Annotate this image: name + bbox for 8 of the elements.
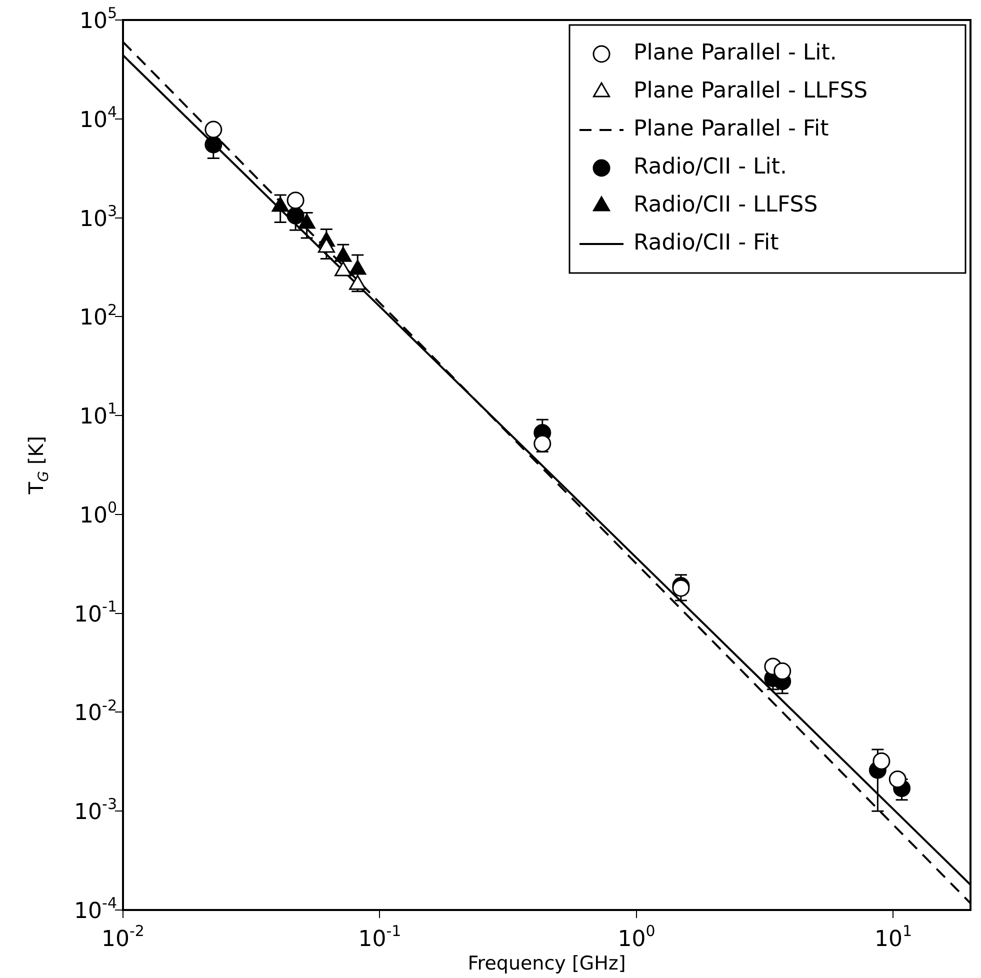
y-axis-title: TG [K] bbox=[24, 436, 52, 496]
legend-label: Plane Parallel - Fit bbox=[634, 116, 830, 142]
legend-label: Radio/CII - Lit. bbox=[634, 154, 787, 180]
legend-label: Radio/CII - Fit bbox=[634, 230, 780, 256]
legend-label: Plane Parallel - Lit. bbox=[634, 40, 837, 66]
legend-label: Radio/CII - LLFSS bbox=[634, 192, 818, 218]
x-axis-title: Frequency [GHz] bbox=[468, 952, 626, 975]
legend-label: Plane Parallel - LLFSS bbox=[634, 78, 868, 104]
